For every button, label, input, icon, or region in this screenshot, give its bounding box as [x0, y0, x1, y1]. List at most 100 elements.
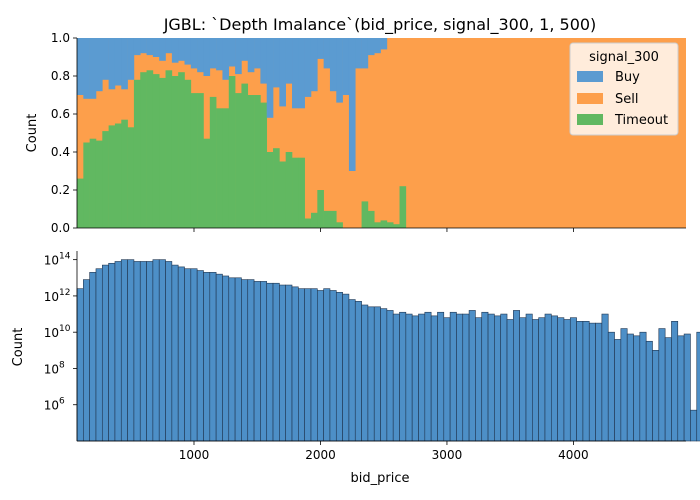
histogram-bar — [582, 321, 590, 442]
histogram-bar — [171, 264, 179, 442]
histogram-bar — [538, 317, 546, 442]
buy-bin — [171, 38, 179, 63]
timeout-bin — [114, 123, 122, 228]
buy-bin — [83, 38, 90, 99]
histogram-bar — [291, 286, 299, 442]
timeout-bin — [374, 222, 381, 228]
histogram-bar — [386, 310, 394, 442]
legend-box — [569, 42, 679, 136]
histogram-bar — [399, 311, 407, 442]
buy-bin — [159, 38, 166, 61]
histogram-bar — [146, 261, 154, 442]
top-y-axis-label: Count — [25, 114, 40, 153]
histogram-bar — [89, 272, 97, 442]
histogram-bar — [494, 315, 502, 442]
histogram-bar — [184, 268, 192, 442]
timeout-bin — [209, 96, 217, 229]
histogram-bar — [101, 264, 109, 442]
timeout-bin — [254, 95, 261, 228]
legend-swatch-sell — [577, 93, 603, 104]
histogram-bar — [620, 328, 628, 442]
timeout-bin — [159, 77, 166, 229]
histogram-bar — [348, 299, 356, 442]
buy-bin — [95, 38, 103, 92]
histogram-bar — [588, 322, 596, 442]
top-y-tick-label: 0.0 — [51, 221, 70, 235]
bottom-y-tick-exponent: 8 — [59, 360, 65, 370]
buy-bin — [146, 38, 154, 56]
histogram-bar — [525, 313, 533, 442]
timeout-bin — [260, 102, 268, 228]
timeout-bin — [367, 210, 375, 228]
histogram-bar — [127, 259, 135, 442]
buy-bin — [266, 38, 274, 118]
histogram-bar — [247, 279, 255, 442]
bottom-y-tick-label: 10 — [44, 362, 59, 376]
histogram-bar — [430, 315, 438, 442]
buy-bin — [222, 38, 230, 80]
buy-bin — [329, 38, 337, 92]
histogram-bar — [260, 281, 268, 442]
histogram-bar — [607, 331, 615, 442]
histogram-bar — [323, 288, 331, 442]
histogram-bar — [266, 282, 274, 442]
histogram-bar — [456, 313, 464, 442]
timeout-bin — [317, 190, 324, 228]
buy-bin — [380, 38, 388, 50]
histogram-bar — [83, 279, 90, 442]
timeout-bin — [133, 79, 141, 228]
timeout-bin — [171, 76, 179, 228]
histogram-bar — [361, 304, 369, 442]
bottom-y-tick-exponent: 14 — [59, 252, 71, 262]
top-stacked-fill-histogram: 0.0 0.2 0.4 0.6 0.8 1.0 Count signal_300 Buy … — [25, 31, 686, 235]
buy-bin — [209, 38, 217, 69]
legend-entry-buy: Buy — [615, 70, 640, 85]
bottom-y-tick-label: 10 — [44, 326, 59, 340]
buy-bin — [108, 38, 116, 90]
timeout-bin — [146, 70, 154, 228]
buy-bin — [361, 38, 369, 69]
histogram-bar — [241, 279, 249, 442]
histogram-bar — [626, 333, 634, 442]
histogram-bar — [475, 317, 483, 442]
timeout-bin — [304, 218, 312, 228]
legend: signal_300 Buy Sell Timeout — [569, 42, 679, 136]
buy-bin — [203, 38, 211, 76]
histogram-bar — [373, 306, 381, 442]
timeout-bin — [108, 125, 116, 228]
bottom-x-tick-label: 4000 — [558, 448, 589, 462]
histogram-bar — [203, 272, 211, 442]
timeout-bin — [310, 212, 318, 228]
buy-bin — [228, 38, 236, 67]
histogram-bar — [576, 321, 584, 442]
histogram-bar — [500, 313, 508, 442]
histogram-bar — [114, 261, 122, 442]
histogram-bar — [563, 319, 571, 442]
bottom-y-tick-exponent: 10 — [59, 324, 71, 334]
buy-bin — [292, 38, 299, 109]
histogram-bar — [557, 317, 565, 442]
bottom-y-tick-exponent: 6 — [59, 397, 65, 407]
bottom-y-tick-label: 10 — [44, 290, 59, 304]
histogram-bar — [298, 288, 305, 442]
top-y-tick-label: 1.0 — [51, 31, 70, 45]
buy-bin — [197, 38, 204, 73]
bottom-y-axis-label: Count — [11, 328, 26, 367]
histogram-bar — [190, 268, 198, 442]
timeout-bin — [273, 148, 280, 228]
legend-entry-sell: Sell — [615, 92, 638, 107]
histogram-bar — [177, 266, 185, 442]
timeout-bin — [127, 127, 135, 228]
buy-bin — [241, 38, 249, 61]
legend-swatch-buy — [577, 71, 603, 82]
legend-swatch-timeout — [577, 114, 603, 125]
histogram-bar — [310, 288, 318, 442]
timeout-bin — [298, 157, 305, 228]
histogram-bar — [690, 409, 698, 442]
histogram-bar — [519, 317, 527, 442]
buy-bin — [190, 38, 198, 69]
buy-bin — [310, 38, 318, 92]
buy-bin — [273, 38, 280, 88]
timeout-bin — [77, 178, 84, 228]
